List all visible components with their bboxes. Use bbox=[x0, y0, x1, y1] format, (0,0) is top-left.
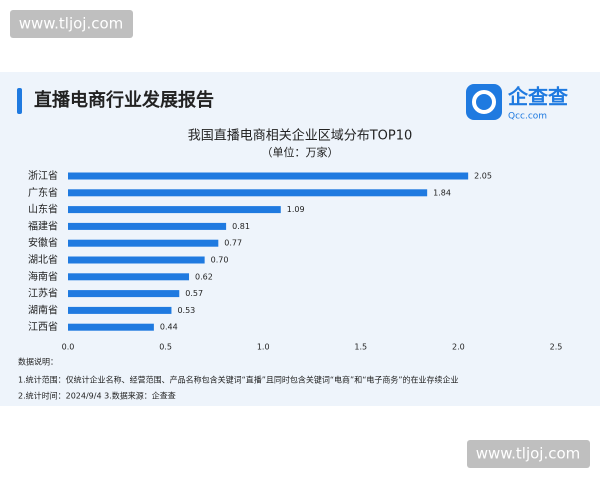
note: 数据说明： bbox=[18, 357, 58, 367]
y-tick-label: 海南省 bbox=[28, 270, 58, 283]
bar bbox=[68, 256, 205, 264]
watermark: www.tljoj.com bbox=[476, 445, 581, 463]
value-label: 0.57 bbox=[185, 289, 203, 298]
logo-ring bbox=[472, 90, 496, 114]
watermark-box bbox=[10, 10, 133, 38]
report-panel bbox=[0, 72, 600, 406]
x-tick-label: 0.5 bbox=[159, 343, 172, 352]
value-label: 1.84 bbox=[433, 188, 451, 197]
x-tick-label: 0.0 bbox=[62, 343, 75, 352]
header-bar bbox=[17, 88, 22, 114]
y-tick-label: 浙江省 bbox=[28, 169, 58, 182]
bar bbox=[68, 323, 154, 331]
bar bbox=[68, 273, 190, 281]
note: 1.统计范围：仅统计企业名称、经营范围、产品名称包含关键词“直播”且同时包含关键… bbox=[18, 375, 459, 385]
bar bbox=[68, 290, 180, 298]
chart-title: 我国直播电商相关企业区域分布TOP10 bbox=[188, 128, 413, 144]
bar bbox=[68, 306, 172, 314]
value-label: 2.05 bbox=[474, 172, 492, 181]
logo-text: 企查查 bbox=[507, 85, 568, 109]
logo-sub: Qcc.com bbox=[508, 112, 547, 122]
x-tick-label: 2.0 bbox=[452, 343, 465, 352]
y-tick-label: 湖北省 bbox=[28, 253, 58, 266]
y-tick-label: 江苏省 bbox=[28, 287, 58, 300]
value-label: 0.81 bbox=[232, 222, 250, 231]
y-tick-label: 广东省 bbox=[28, 186, 58, 199]
bar bbox=[68, 206, 281, 214]
header-title: 直播电商行业发展报告 bbox=[34, 89, 214, 111]
bar bbox=[68, 222, 227, 230]
bar bbox=[68, 172, 469, 180]
logo-icon bbox=[466, 84, 502, 120]
y-tick-label: 山东省 bbox=[28, 203, 58, 216]
bar bbox=[68, 239, 219, 247]
watermark-box bbox=[467, 440, 590, 468]
value-label: 0.44 bbox=[160, 323, 178, 332]
value-label: 0.53 bbox=[177, 306, 195, 315]
chart-subtitle: （单位：万家） bbox=[262, 145, 339, 159]
y-tick-label: 安徽省 bbox=[28, 236, 58, 249]
x-tick-label: 1.5 bbox=[354, 343, 367, 352]
watermark: www.tljoj.com bbox=[19, 15, 124, 33]
value-label: 0.70 bbox=[211, 256, 229, 265]
bar bbox=[68, 189, 428, 197]
y-tick-label: 江西省 bbox=[28, 320, 58, 333]
value-label: 0.77 bbox=[224, 239, 242, 248]
x-tick-label: 2.5 bbox=[550, 343, 563, 352]
y-tick-label: 福建省 bbox=[28, 219, 58, 232]
note: 2.统计时间：2024/9/4 3.数据来源：企查查 bbox=[18, 391, 176, 401]
value-label: 0.62 bbox=[195, 272, 213, 281]
y-tick-label: 湖南省 bbox=[28, 303, 58, 316]
x-tick-label: 1.0 bbox=[257, 343, 270, 352]
value-label: 1.09 bbox=[287, 205, 305, 214]
